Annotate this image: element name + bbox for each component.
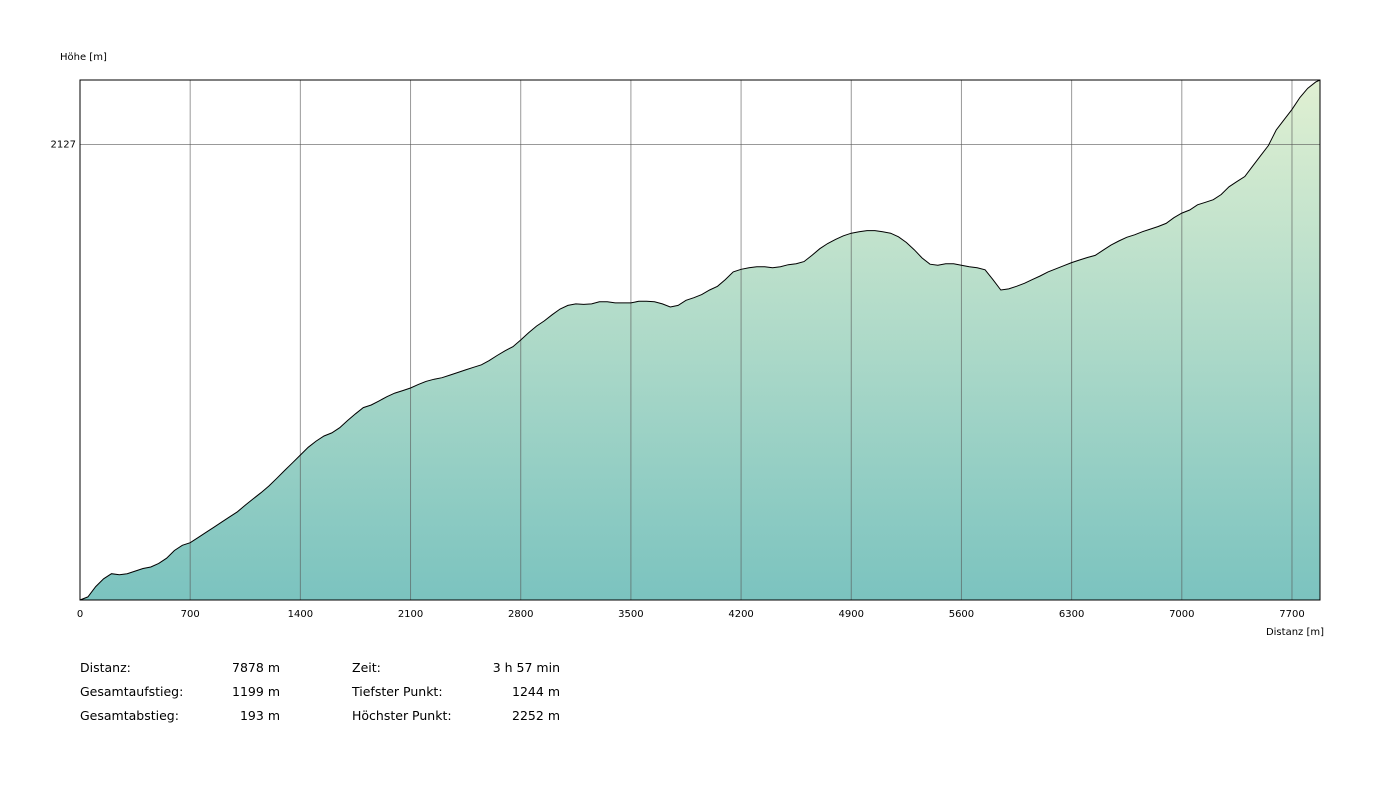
x-tick-label: 6300 (1059, 609, 1084, 620)
stat-label-tiefster-punkt: Tiefster Punkt: (352, 684, 443, 699)
stat-label-zeit: Zeit: (352, 660, 381, 675)
elevation-profile-chart: 0 700 1400 2100 2800 3500 4200 4900 5600 6300 7000… (51, 52, 1325, 638)
stat-value-gesamtaufstieg: 1199 m (232, 684, 280, 699)
stat-value-tiefster-punkt: 1244 m (512, 684, 560, 699)
stat-label-hoechster-punkt: Höchster Punkt: (352, 708, 452, 723)
stat-value-hoechster-punkt: 2252 m (512, 708, 560, 723)
y-tick-label: 2127 (51, 139, 76, 150)
x-axis-label: Distanz [m] (1266, 627, 1324, 638)
x-tick-label: 2100 (398, 609, 423, 620)
plot-frame (79, 79, 1321, 601)
x-tick-label: 0 (77, 609, 83, 620)
stat-label-gesamtabstieg: Gesamtabstieg: (80, 708, 179, 723)
x-tick-label: 4900 (839, 609, 864, 620)
stat-value-distanz: 7878 m (232, 660, 280, 675)
x-tick-label: 7000 (1169, 609, 1194, 620)
stat-label-distanz: Distanz: (80, 660, 131, 675)
stat-value-gesamtabstieg: 193 m (239, 708, 280, 723)
stat-label-gesamtaufstieg: Gesamtaufstieg: (80, 684, 184, 699)
elevation-line (79, 79, 1321, 601)
x-tick-label: 5600 (949, 609, 974, 620)
x-tick-label: 1400 (288, 609, 313, 620)
y-axis-label: Höhe [m] (60, 52, 107, 63)
x-tick-label: 700 (181, 609, 200, 620)
x-tick-label: 3500 (618, 609, 643, 620)
x-tick-label: 7700 (1279, 609, 1304, 620)
chart-svg: 0 700 1400 2100 2800 3500 4200 4900 5600 6300 7000… (51, 52, 1325, 638)
elevation-area (80, 80, 1320, 600)
stat-value-zeit: 3 h 57 min (492, 660, 560, 675)
x-tick-label: 4200 (728, 609, 753, 620)
x-tick-label: 2800 (508, 609, 533, 620)
